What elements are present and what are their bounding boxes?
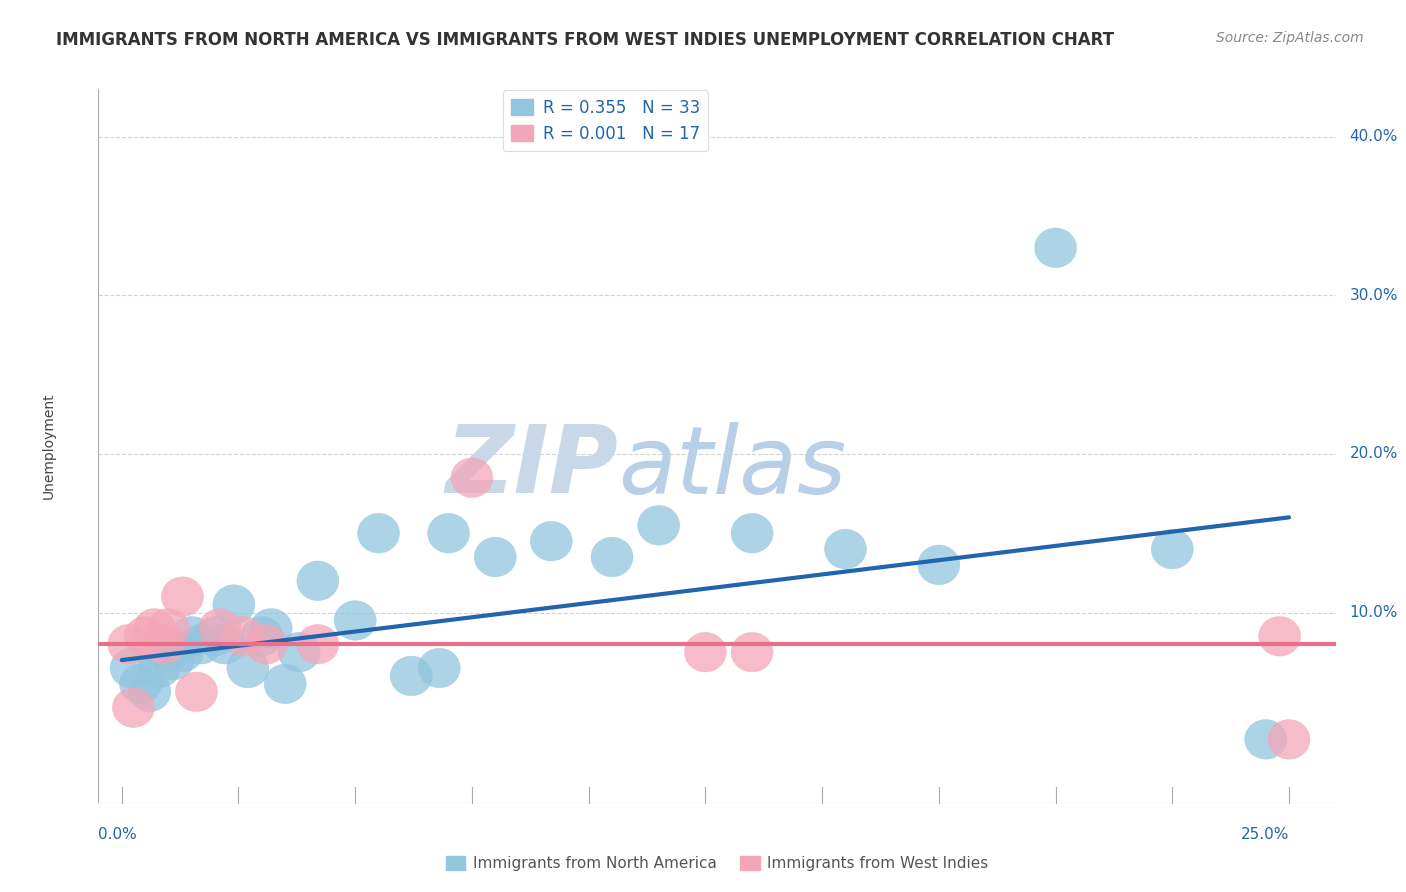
Ellipse shape bbox=[451, 458, 494, 498]
Ellipse shape bbox=[638, 506, 679, 545]
Ellipse shape bbox=[824, 529, 866, 569]
Text: IMMIGRANTS FROM NORTH AMERICA VS IMMIGRANTS FROM WEST INDIES UNEMPLOYMENT CORREL: IMMIGRANTS FROM NORTH AMERICA VS IMMIGRA… bbox=[56, 31, 1114, 49]
Ellipse shape bbox=[418, 648, 460, 688]
Ellipse shape bbox=[357, 514, 399, 553]
Ellipse shape bbox=[112, 688, 155, 728]
Ellipse shape bbox=[731, 632, 773, 672]
Ellipse shape bbox=[138, 648, 180, 688]
Ellipse shape bbox=[134, 608, 176, 648]
Ellipse shape bbox=[1035, 228, 1077, 268]
Ellipse shape bbox=[297, 561, 339, 600]
Ellipse shape bbox=[180, 624, 222, 664]
Ellipse shape bbox=[124, 616, 166, 657]
Ellipse shape bbox=[170, 616, 212, 657]
Ellipse shape bbox=[222, 616, 264, 657]
Ellipse shape bbox=[335, 600, 377, 640]
Text: Unemployment: Unemployment bbox=[42, 392, 56, 500]
Text: 0.0%: 0.0% bbox=[98, 827, 138, 841]
Ellipse shape bbox=[1244, 720, 1286, 759]
Ellipse shape bbox=[685, 632, 727, 672]
Ellipse shape bbox=[731, 514, 773, 553]
Ellipse shape bbox=[212, 585, 254, 624]
Ellipse shape bbox=[474, 537, 516, 577]
Text: 20.0%: 20.0% bbox=[1350, 446, 1398, 461]
Ellipse shape bbox=[110, 648, 152, 688]
Ellipse shape bbox=[162, 577, 204, 616]
Ellipse shape bbox=[148, 632, 190, 672]
Legend: Immigrants from North America, Immigrants from West Indies: Immigrants from North America, Immigrant… bbox=[440, 849, 994, 877]
Ellipse shape bbox=[591, 537, 633, 577]
Ellipse shape bbox=[162, 632, 204, 672]
Ellipse shape bbox=[391, 657, 432, 696]
Ellipse shape bbox=[108, 624, 150, 664]
Ellipse shape bbox=[120, 664, 162, 704]
Text: 30.0%: 30.0% bbox=[1350, 288, 1398, 303]
Text: 25.0%: 25.0% bbox=[1240, 827, 1289, 841]
Ellipse shape bbox=[240, 616, 283, 657]
Ellipse shape bbox=[250, 608, 292, 648]
Text: Source: ZipAtlas.com: Source: ZipAtlas.com bbox=[1216, 31, 1364, 45]
Text: ZIP: ZIP bbox=[446, 421, 619, 514]
Ellipse shape bbox=[1258, 616, 1301, 657]
Ellipse shape bbox=[264, 664, 307, 704]
Text: 10.0%: 10.0% bbox=[1350, 605, 1398, 620]
Ellipse shape bbox=[1268, 720, 1310, 759]
Ellipse shape bbox=[143, 624, 184, 664]
Ellipse shape bbox=[226, 648, 269, 688]
Ellipse shape bbox=[129, 672, 170, 712]
Ellipse shape bbox=[297, 624, 339, 664]
Ellipse shape bbox=[427, 514, 470, 553]
Text: 40.0%: 40.0% bbox=[1350, 129, 1398, 145]
Ellipse shape bbox=[246, 624, 287, 664]
Ellipse shape bbox=[204, 624, 246, 664]
Ellipse shape bbox=[176, 672, 218, 712]
Ellipse shape bbox=[918, 545, 960, 585]
Ellipse shape bbox=[530, 521, 572, 561]
Ellipse shape bbox=[152, 640, 194, 680]
Text: atlas: atlas bbox=[619, 422, 846, 513]
Ellipse shape bbox=[1152, 529, 1194, 569]
Ellipse shape bbox=[148, 608, 190, 648]
Ellipse shape bbox=[278, 632, 321, 672]
Ellipse shape bbox=[194, 616, 236, 657]
Ellipse shape bbox=[198, 608, 240, 648]
